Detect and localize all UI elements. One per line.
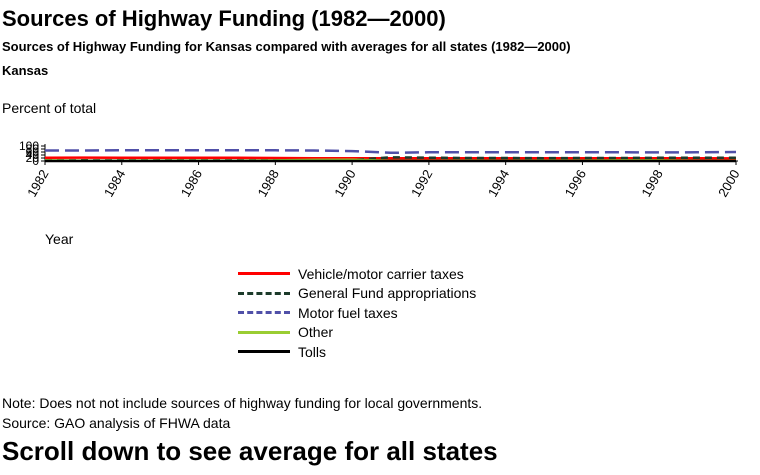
legend-item: Motor fuel taxes	[238, 303, 476, 323]
x-tick-label: 1996	[562, 167, 589, 200]
series-line-vehicle-motor-carrier-taxes	[44, 156, 737, 160]
y-tick-label: 80	[26, 142, 40, 156]
y-axis-label: Percent of total	[2, 100, 97, 116]
legend-label: Other	[298, 324, 334, 341]
x-tick-label: 1994	[485, 167, 512, 200]
legend-label: Tolls	[298, 343, 327, 360]
y-tick-label: 40	[26, 148, 40, 162]
x-tick-label: 1984	[101, 167, 128, 200]
legend-swatch	[238, 350, 290, 354]
legend-item: General Fund appropriations	[238, 284, 476, 304]
footnote: Note: Does not not include sources of hi…	[2, 395, 483, 411]
scroll-hint: Scroll down to see average for all state…	[2, 436, 498, 466]
y-tick-label: 20	[26, 151, 40, 165]
legend-item: Other	[238, 323, 476, 343]
x-tick-label: 1990	[331, 167, 358, 200]
legend-swatch	[238, 291, 290, 295]
legend-item: Vehicle/motor carrier taxes	[238, 264, 476, 284]
state-label: Kansas	[2, 63, 49, 78]
legend-label: General Fund appropriations	[298, 285, 477, 302]
series-line-motor-fuel-taxes	[45, 148, 737, 155]
x-tick-label: 1988	[254, 167, 281, 200]
legend-swatch	[238, 330, 290, 334]
y-tick-label: 60	[26, 145, 40, 159]
legend-swatch	[238, 311, 290, 315]
x-tick-label: 2000	[715, 167, 742, 200]
x-tick-label: 1992	[408, 167, 435, 200]
legend-label: Motor fuel taxes	[298, 304, 398, 321]
chart-title: Sources of Highway Funding (1982—2000)	[2, 6, 446, 31]
x-tick-label: 1982	[24, 167, 51, 200]
x-axis-label: Year	[45, 231, 74, 247]
legend-swatch	[238, 272, 290, 276]
chart-legend: Vehicle/motor carrier taxes General Fund …	[238, 264, 476, 362]
x-tick-label: 1986	[178, 167, 205, 200]
x-tick-label: 1998	[638, 167, 665, 200]
legend-label: Vehicle/motor carrier taxes	[298, 265, 464, 282]
source-note: Source: GAO analysis of FHWA data	[2, 415, 231, 431]
chart-subtitle: Sources of Highway Funding for Kansas co…	[2, 39, 571, 54]
legend-item: Tolls	[238, 342, 476, 362]
y-tick-label: 100	[19, 139, 39, 153]
y-tick-label: 0	[32, 154, 39, 168]
